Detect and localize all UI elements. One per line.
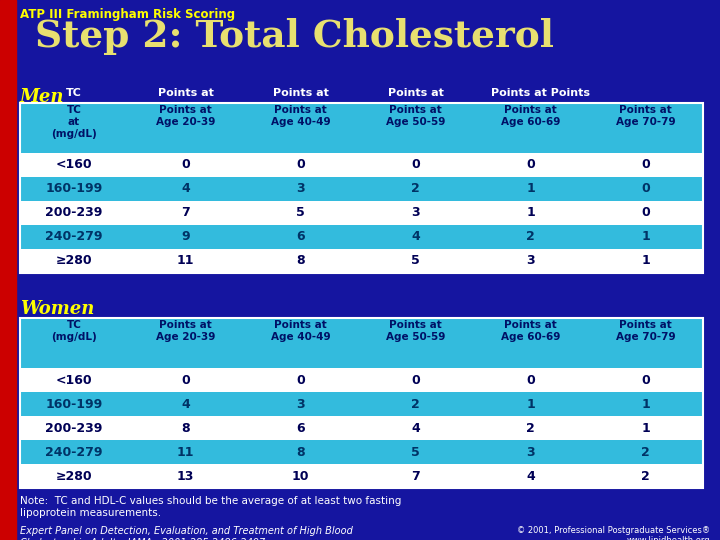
Text: Points at Points: Points at Points [491,88,590,98]
Text: Points at: Points at [273,88,328,98]
Text: 0: 0 [526,374,535,387]
Text: 5: 5 [411,446,420,458]
Text: ≥280: ≥280 [55,469,92,483]
Text: Men: Men [20,88,65,106]
Text: Points at
Age 20-39: Points at Age 20-39 [156,105,215,127]
Text: Points at: Points at [387,88,444,98]
Text: 0: 0 [526,159,535,172]
Text: 3: 3 [411,206,420,219]
Text: 1: 1 [641,254,650,267]
Text: Women: Women [20,300,94,318]
Text: Points at
Age 50-59: Points at Age 50-59 [386,320,445,342]
Text: 4: 4 [526,469,535,483]
Bar [20,440,703,464]
Text: 240-279: 240-279 [45,446,103,458]
Text: TC: TC [66,88,82,98]
Bar [20,103,703,153]
Text: 2: 2 [411,397,420,410]
Text: Step 2: Total Cholesterol: Step 2: Total Cholesterol [35,18,554,55]
Text: 0: 0 [641,206,650,219]
Text: 6: 6 [296,422,305,435]
Text: 0: 0 [411,159,420,172]
Text: 4: 4 [411,422,420,435]
Bar [20,103,703,273]
Text: Points at
Age 40-49: Points at Age 40-49 [271,105,330,127]
Text: Points at
Age 60-69: Points at Age 60-69 [501,320,560,342]
Text: 240-279: 240-279 [45,231,103,244]
Text: 0: 0 [181,159,190,172]
Text: 8: 8 [296,254,305,267]
Text: 8: 8 [296,446,305,458]
Text: Points at
Age 70-79: Points at Age 70-79 [616,105,675,127]
Text: 1: 1 [641,397,650,410]
Text: Note:  TC and HDL-C values should be the average of at least two fasting
lipopro: Note: TC and HDL-C values should be the … [20,496,401,518]
Bar [20,318,703,368]
Text: Expert Panel on Detection, Evaluation, and Treatment of High Blood
Cholesterol i: Expert Panel on Detection, Evaluation, a… [20,526,353,540]
Text: 13: 13 [177,469,194,483]
Text: 160-199: 160-199 [45,183,103,195]
Text: 0: 0 [181,374,190,387]
Text: 2: 2 [526,231,535,244]
Text: 2: 2 [641,446,650,458]
Text: 6: 6 [296,231,305,244]
Text: 160-199: 160-199 [45,397,103,410]
Text: 11: 11 [176,254,194,267]
Text: Points at
Age 70-79: Points at Age 70-79 [616,320,675,342]
Text: 1: 1 [526,206,535,219]
Text: TC
(mg/dL): TC (mg/dL) [51,320,97,342]
Text: 1: 1 [641,231,650,244]
Text: 1: 1 [526,183,535,195]
Bar [20,416,703,440]
Bar [20,464,703,488]
Text: 200-239: 200-239 [45,422,103,435]
Text: 5: 5 [411,254,420,267]
Text: 5: 5 [296,206,305,219]
Text: 4: 4 [181,183,190,195]
Text: 2: 2 [411,183,420,195]
Text: 4: 4 [411,231,420,244]
Text: 8: 8 [181,422,190,435]
Text: 2: 2 [641,469,650,483]
Text: 3: 3 [296,183,305,195]
Bar [20,153,703,177]
Text: Points at: Points at [158,88,213,98]
Text: 11: 11 [176,446,194,458]
Text: 7: 7 [411,469,420,483]
Text: TC
at
(mg/dL): TC at (mg/dL) [51,105,97,139]
Text: <160: <160 [55,159,92,172]
Bar [20,249,703,273]
Text: 3: 3 [526,446,535,458]
Text: Points at
Age 20-39: Points at Age 20-39 [156,320,215,342]
Text: 9: 9 [181,231,190,244]
Text: ATP III Framingham Risk Scoring: ATP III Framingham Risk Scoring [20,8,235,21]
Text: <160: <160 [55,374,92,387]
Text: 0: 0 [641,183,650,195]
Text: 1: 1 [641,422,650,435]
Text: © 2001, Professional Postgraduate Services®
www.lipidhealth.org: © 2001, Professional Postgraduate Servic… [517,526,710,540]
Bar [20,392,703,416]
Text: 0: 0 [296,374,305,387]
Text: Points at
Age 50-59: Points at Age 50-59 [386,105,445,127]
Text: Points at
Age 60-69: Points at Age 60-69 [501,105,560,127]
Text: 0: 0 [641,159,650,172]
Bar [20,201,703,225]
Bar [20,225,703,249]
Text: 10: 10 [292,469,310,483]
Text: 200-239: 200-239 [45,206,103,219]
Text: 3: 3 [296,397,305,410]
Text: ≥280: ≥280 [55,254,92,267]
Bar [0,0,16,540]
Text: Points at
Age 40-49: Points at Age 40-49 [271,320,330,342]
Bar [20,318,703,488]
Text: 2: 2 [526,422,535,435]
Text: 1: 1 [526,397,535,410]
Text: 0: 0 [296,159,305,172]
Text: 4: 4 [181,397,190,410]
Bar [20,368,703,392]
Text: 0: 0 [641,374,650,387]
Bar [20,177,703,201]
Text: 3: 3 [526,254,535,267]
Text: 0: 0 [411,374,420,387]
Text: 7: 7 [181,206,190,219]
